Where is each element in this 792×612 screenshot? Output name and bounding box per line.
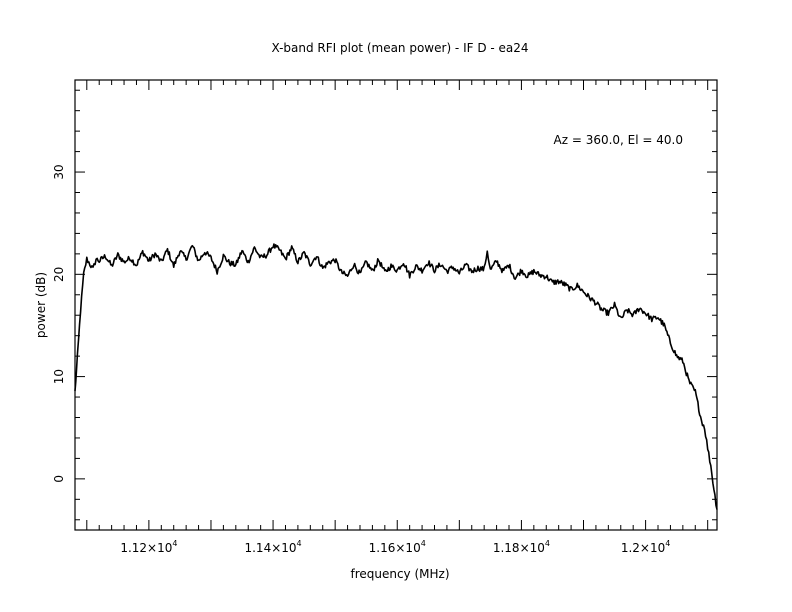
x-tick-label: 1.14×104 <box>244 539 301 555</box>
x-tick-label: 1.18×104 <box>493 539 550 555</box>
y-axis-label: power (dB) <box>34 272 48 338</box>
x-tick-label: 1.2×104 <box>621 539 671 555</box>
x-axis-tick-labels: 1.12×104 1.14×104 1.16×104 1.18×104 1.2×104 <box>120 539 670 555</box>
x-axis-ticks <box>86 80 709 530</box>
y-axis-tick-labels: 0 10 20 30 <box>52 164 66 482</box>
x-tick-label: 1.16×104 <box>369 539 426 555</box>
y-axis-ticks <box>75 89 717 521</box>
y-tick-label: 10 <box>52 369 66 384</box>
x-tick-label: 1.12×104 <box>120 539 177 555</box>
y-tick-label: 20 <box>52 267 66 282</box>
x-axis-label: frequency (MHz) <box>350 567 449 581</box>
y-tick-label: 0 <box>52 475 66 483</box>
az-el-annotation: Az = 360.0, El = 40.0 <box>554 133 684 147</box>
chart-title: X-band RFI plot (mean power) - IF D - ea… <box>271 41 528 55</box>
power-series-line <box>74 243 718 510</box>
y-tick-label: 30 <box>52 164 66 179</box>
plot-frame <box>74 79 718 531</box>
